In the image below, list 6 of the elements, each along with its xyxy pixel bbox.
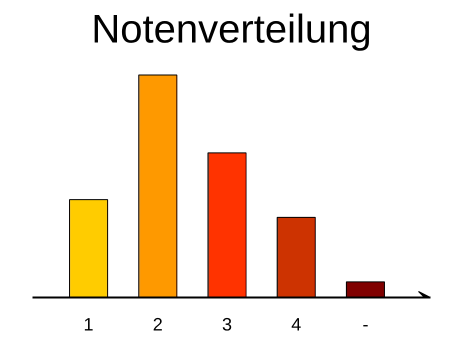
x-tick-label: 4 <box>291 314 302 334</box>
x-tick-label: 2 <box>152 314 163 334</box>
chart-title: Notenverteilung <box>91 8 372 52</box>
x-tick-label: - <box>362 314 368 334</box>
x-tick-label: 1 <box>84 314 94 334</box>
x-tick-label: 3 <box>222 314 232 334</box>
